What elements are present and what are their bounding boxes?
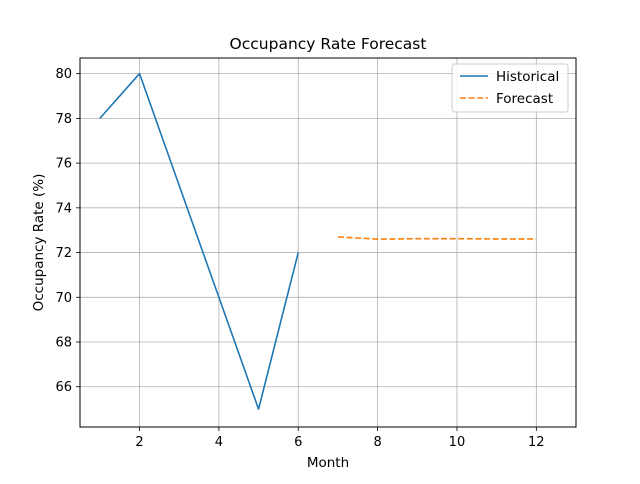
x-tick-label: 2 (135, 435, 143, 450)
y-axis-label: Occupancy Rate (%) (31, 174, 47, 312)
series-line-forecast (337, 236, 537, 240)
y-tick-label: 74 (55, 201, 72, 216)
y-tick-label: 70 (55, 291, 72, 306)
y-tick-label: 68 (55, 336, 72, 351)
y-tick-label: 66 (55, 380, 72, 395)
series-line-historical (99, 72, 300, 410)
plot-frame (79, 57, 577, 428)
y-tick-label: 78 (55, 112, 72, 127)
x-axis-ticks: 2 4 6 8 10 12 (135, 427, 545, 450)
chart-title: Occupancy Rate Forecast (230, 35, 427, 53)
x-tick-label: 4 (215, 435, 223, 450)
legend-label-forecast: Forecast (496, 91, 553, 107)
y-tick-label: 72 (55, 246, 72, 261)
series-lines (99, 72, 537, 410)
x-tick-label: 8 (373, 435, 381, 450)
x-axis-label: Month (307, 455, 349, 471)
x-tick-label: 6 (294, 435, 302, 450)
y-tick-label: 76 (55, 157, 72, 172)
x-tick-label: 12 (528, 435, 545, 450)
legend-label-historical: Historical (496, 69, 559, 85)
x-tick-label: 10 (449, 435, 466, 450)
y-tick-label: 80 (55, 67, 72, 82)
legend: Historical Forecast (451, 63, 569, 113)
y-axis-ticks: 66 68 70 72 74 76 78 80 (55, 67, 80, 395)
